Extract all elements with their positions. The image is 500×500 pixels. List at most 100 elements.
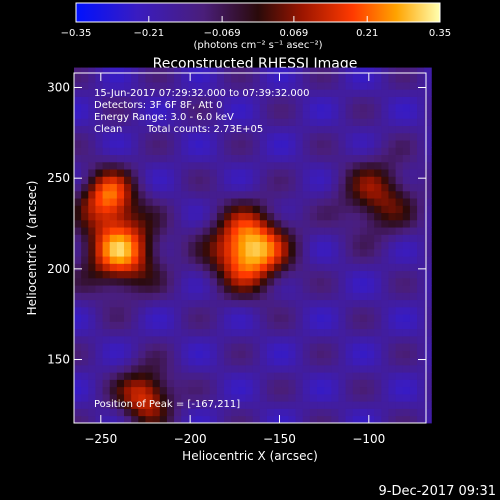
heatmap-cell (81, 248, 89, 257)
heatmap-cell (131, 372, 139, 380)
heatmap-cell (331, 89, 339, 97)
heatmap-cell (252, 227, 261, 235)
heatmap-cell (138, 241, 146, 250)
heatmap-cell (188, 169, 196, 177)
heatmap-cell (81, 241, 89, 250)
heatmap-cell (317, 372, 325, 380)
heatmap-cell (238, 393, 246, 402)
heatmap-cell (124, 154, 132, 163)
heatmap-cell (302, 393, 311, 402)
heatmap-cell (324, 140, 332, 148)
heatmap-cell (352, 219, 361, 228)
heatmap-cell (102, 285, 111, 293)
heatmap-cell (274, 386, 282, 395)
heatmap-cell (374, 379, 382, 388)
heatmap-cell (374, 277, 382, 286)
heatmap-cell (131, 234, 139, 243)
heatmap-cell (424, 161, 432, 170)
heatmap-cell (331, 292, 339, 301)
heatmap-cell (352, 314, 361, 322)
heatmap-cell (409, 393, 418, 402)
heatmap-cell (81, 393, 89, 402)
heatmap-cell (417, 415, 425, 424)
heatmap-cell (188, 299, 196, 308)
heatmap-cell (145, 118, 154, 126)
heatmap-cell (274, 364, 282, 373)
heatmap-cell (166, 299, 175, 308)
heatmap-cell (409, 306, 418, 315)
heatmap-cell (359, 219, 368, 228)
heatmap-cell (224, 321, 232, 330)
heatmap-cell (124, 314, 132, 322)
heatmap-cell (359, 408, 368, 417)
heatmap-cell (424, 328, 432, 337)
heatmap-cell (381, 306, 389, 315)
heatmap-cell (181, 103, 189, 112)
heatmap-cell (324, 393, 332, 402)
heatmap-cell (424, 263, 432, 272)
heatmap-cell (245, 227, 254, 235)
heatmap-cell (295, 125, 304, 134)
heatmap-cell (181, 321, 189, 330)
heatmap-cell (216, 415, 225, 424)
heatmap-cell (288, 96, 296, 105)
heatmap-cell (166, 169, 175, 177)
heatmap-cell (367, 350, 375, 359)
heatmap-cell (274, 270, 282, 279)
heatmap-cell (245, 350, 254, 359)
heatmap-cell (331, 270, 339, 279)
heatmap-cell (209, 364, 218, 373)
heatmap-cell (259, 277, 268, 286)
heatmap-cell (317, 386, 325, 395)
heatmap-cell (131, 285, 139, 293)
heatmap-cell (209, 393, 218, 402)
heatmap-cell (388, 401, 397, 409)
heatmap-cell (74, 169, 82, 177)
heatmap-cell (302, 74, 311, 83)
heatmap-cell (402, 328, 411, 337)
heatmap-cell (367, 219, 375, 228)
heatmap-cell (288, 212, 296, 221)
heatmap-cell (359, 111, 368, 119)
heatmap-cell (216, 169, 225, 177)
heatmap-cell (331, 343, 339, 351)
heatmap-cell (274, 132, 282, 141)
heatmap-cell (174, 248, 182, 257)
heatmap-cell (202, 154, 211, 163)
heatmap-cell (216, 386, 225, 395)
heatmap-cell (367, 212, 375, 221)
heatmap-cell (159, 74, 168, 83)
heatmap-cell (88, 285, 96, 293)
heatmap-cell (124, 372, 132, 380)
heatmap-cell (338, 161, 346, 170)
heatmap-cell (74, 154, 82, 163)
heatmap-cell (145, 277, 154, 286)
heatmap-cell (252, 372, 261, 380)
heatmap-cell (166, 161, 175, 170)
heatmap-cell (209, 234, 218, 243)
heatmap-cell (159, 89, 168, 97)
heatmap-cell (181, 118, 189, 126)
heatmap-cell (352, 401, 361, 409)
heatmap-cell (252, 190, 261, 199)
heatmap-cell (209, 103, 218, 112)
heatmap-cell (202, 328, 211, 337)
heatmap-cell (181, 154, 189, 163)
heatmap-cell (402, 314, 411, 322)
heatmap-cell (374, 401, 382, 409)
heatmap-cell (374, 256, 382, 264)
heatmap-cell (74, 89, 82, 97)
heatmap-cell (131, 277, 139, 286)
heatmap-cell (345, 212, 354, 221)
heatmap-cell (252, 408, 261, 417)
heatmap-cell (317, 67, 325, 76)
heatmap-cell (116, 89, 125, 97)
heatmap-cell (331, 227, 339, 235)
heatmap-cell (252, 263, 261, 272)
heatmap-cell (338, 357, 346, 366)
heatmap-cell (309, 248, 318, 257)
heatmap-cell (317, 350, 325, 359)
heatmap-cell (338, 190, 346, 199)
heatmap-cell (224, 270, 232, 279)
